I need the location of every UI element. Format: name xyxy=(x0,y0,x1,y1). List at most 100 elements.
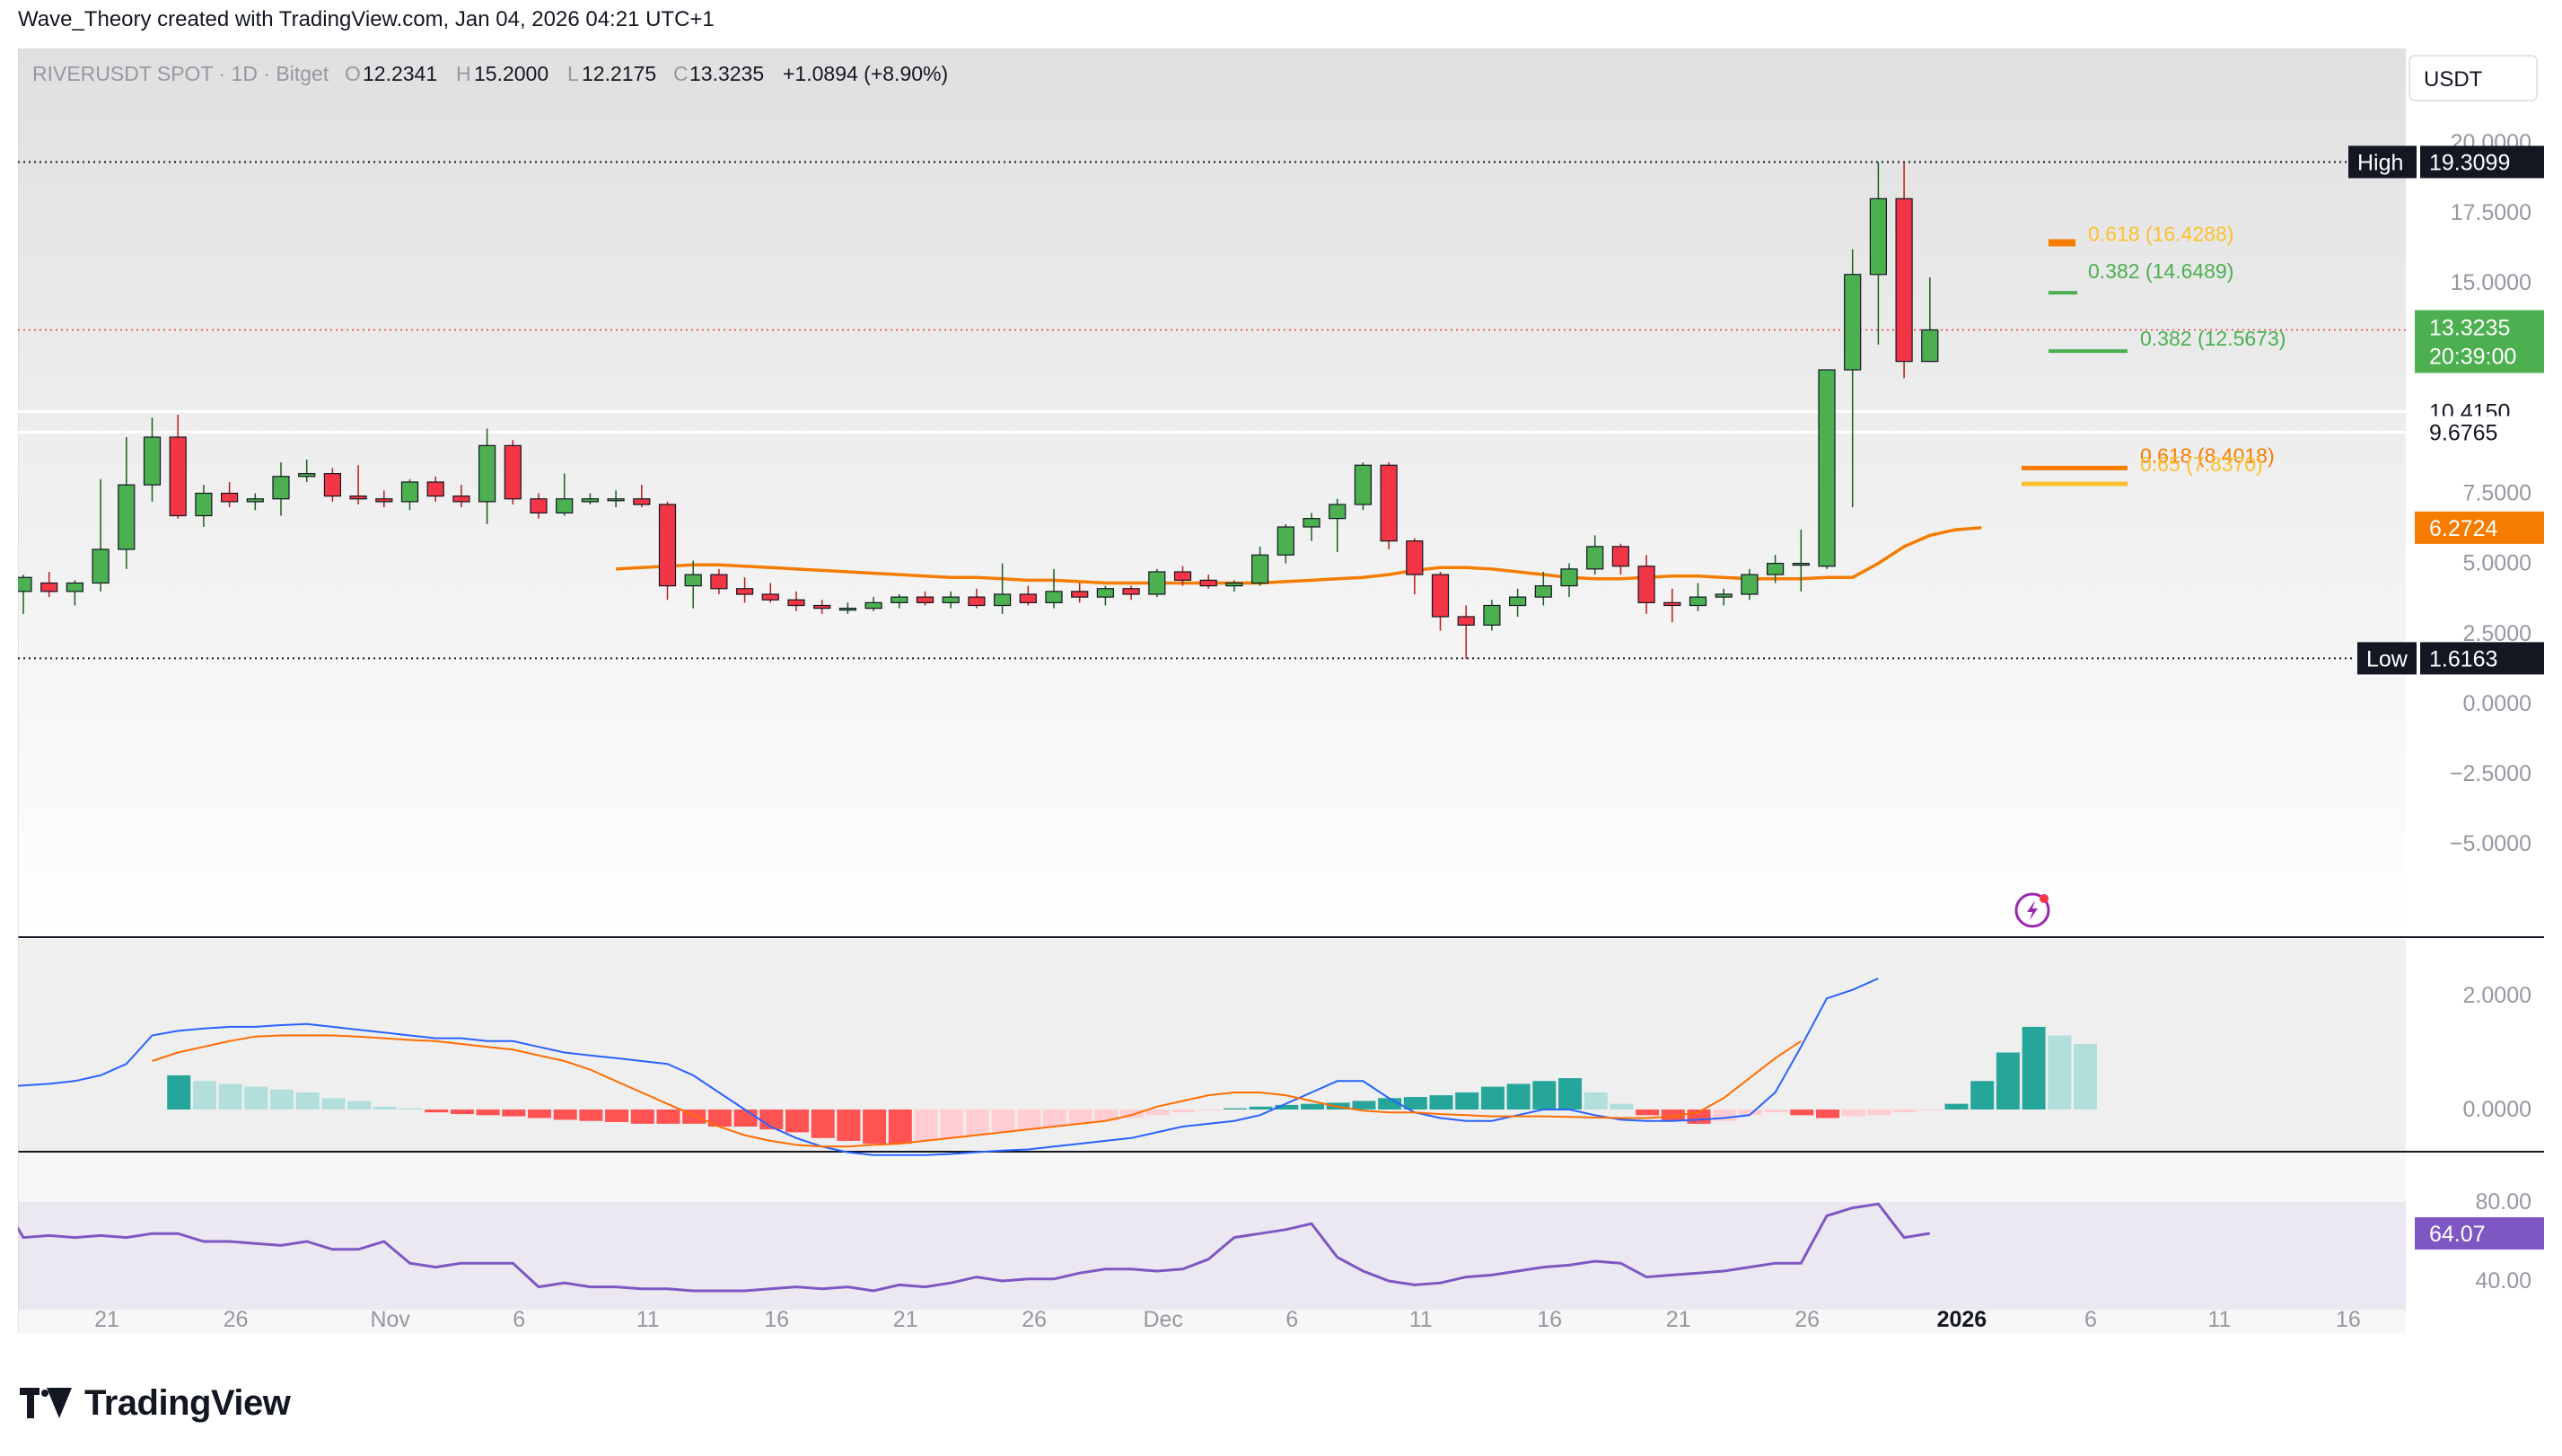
candle[interactable] xyxy=(1869,162,1887,345)
candle[interactable] xyxy=(1431,572,1450,631)
candle[interactable] xyxy=(1225,580,1243,592)
candle[interactable] xyxy=(221,482,239,508)
candle[interactable] xyxy=(1122,585,1140,601)
candle[interactable] xyxy=(298,460,316,482)
candle[interactable] xyxy=(1637,555,1655,614)
x-axis-tick: 16 xyxy=(1537,1307,1562,1332)
candle[interactable] xyxy=(581,493,600,505)
candle[interactable] xyxy=(169,415,187,519)
candle-body xyxy=(14,576,32,592)
candle[interactable] xyxy=(891,594,908,609)
candle[interactable] xyxy=(1844,249,1862,508)
candle[interactable] xyxy=(864,597,882,611)
x-axis-tick: 6 xyxy=(2084,1307,2097,1332)
candle[interactable] xyxy=(1895,162,1913,379)
candle[interactable] xyxy=(838,602,857,614)
candle[interactable] xyxy=(942,591,960,609)
candle[interactable] xyxy=(349,465,367,504)
candle[interactable] xyxy=(787,591,805,611)
candle[interactable] xyxy=(1663,588,1681,623)
candle[interactable] xyxy=(1406,538,1424,595)
candle[interactable] xyxy=(1354,462,1373,511)
candle[interactable] xyxy=(968,588,986,609)
x-axis-tick: 26 xyxy=(1022,1307,1047,1332)
candle-body xyxy=(581,498,600,503)
candle[interactable] xyxy=(323,468,341,502)
candle[interactable] xyxy=(761,583,779,603)
macd-histogram-bar xyxy=(425,1110,449,1113)
candle[interactable] xyxy=(66,580,84,606)
candle[interactable] xyxy=(684,560,702,609)
candle[interactable] xyxy=(1818,369,1836,569)
candle[interactable] xyxy=(813,600,831,614)
candle[interactable] xyxy=(40,572,58,598)
badge-bg xyxy=(2415,416,2546,449)
candle[interactable] xyxy=(92,478,110,592)
macd-histogram-bar xyxy=(1867,1110,1891,1116)
candle[interactable] xyxy=(1741,568,1759,601)
candle[interactable] xyxy=(1329,498,1347,553)
candle[interactable] xyxy=(1586,535,1604,575)
candle[interactable] xyxy=(452,485,470,508)
candle[interactable] xyxy=(478,428,496,524)
candle[interactable] xyxy=(1715,588,1733,606)
candle[interactable] xyxy=(1508,588,1527,617)
candle[interactable] xyxy=(1148,568,1166,598)
candle-body xyxy=(813,604,831,610)
price-badge-high: High 19.3099 xyxy=(2348,145,2546,179)
x-axis-tick: 21 xyxy=(1666,1307,1691,1332)
macd-line xyxy=(0,978,1879,1156)
candle-body xyxy=(556,498,574,513)
candle[interactable] xyxy=(400,478,419,511)
candle[interactable] xyxy=(993,563,1012,614)
candle[interactable] xyxy=(1534,572,1552,606)
tradingview-logo[interactable]: TradingView xyxy=(20,1381,291,1425)
macd-histogram-bar xyxy=(605,1110,629,1122)
alert-icon[interactable] xyxy=(2014,892,2050,928)
candle[interactable] xyxy=(1611,543,1630,575)
candle[interactable] xyxy=(710,568,728,594)
macd-histogram-bar xyxy=(1893,1110,1917,1113)
candle[interactable] xyxy=(1303,513,1320,541)
currency-button[interactable]: USDT xyxy=(2408,55,2538,101)
candle[interactable] xyxy=(530,493,548,519)
candle[interactable] xyxy=(1045,568,1063,609)
candle[interactable] xyxy=(735,577,754,603)
macd-histogram-bar xyxy=(707,1110,732,1127)
badge-value-bg xyxy=(2420,145,2546,179)
candle[interactable] xyxy=(1096,585,1115,606)
candle[interactable] xyxy=(1483,600,1501,631)
candle[interactable] xyxy=(556,473,574,516)
candle[interactable] xyxy=(1921,276,1939,363)
candle[interactable] xyxy=(1199,575,1217,589)
candle[interactable] xyxy=(1380,462,1398,549)
candle[interactable] xyxy=(607,490,625,508)
macd-axis-tick: 2.0000 xyxy=(2463,983,2531,1008)
chart-container[interactable]: 0.618 (16.4288) 0.382 (14.6489) 0.382 (12.… xyxy=(0,48,2546,1357)
candle[interactable] xyxy=(426,476,444,502)
candle[interactable] xyxy=(504,440,522,504)
candle[interactable] xyxy=(1250,546,1269,586)
candle[interactable] xyxy=(1792,530,1810,592)
candle[interactable] xyxy=(1071,583,1089,603)
candle[interactable] xyxy=(1457,605,1475,659)
chart-svg[interactable]: 0.618 (16.4288) 0.382 (14.6489) 0.382 (12.… xyxy=(0,48,2546,1357)
candle[interactable] xyxy=(272,462,290,516)
candle[interactable] xyxy=(1277,523,1294,564)
candle-body xyxy=(1019,593,1037,603)
candle[interactable] xyxy=(118,437,136,569)
candle[interactable] xyxy=(195,485,213,527)
candle[interactable] xyxy=(633,485,651,508)
candle[interactable] xyxy=(916,591,934,606)
candle-body xyxy=(1869,197,1887,276)
candle[interactable] xyxy=(1173,566,1192,586)
candle[interactable] xyxy=(246,493,264,511)
candle[interactable] xyxy=(375,490,393,508)
macd-histogram-bar xyxy=(1249,1106,1273,1110)
candle[interactable] xyxy=(1689,583,1707,611)
candle[interactable] xyxy=(1019,585,1037,606)
candle[interactable] xyxy=(143,417,162,502)
candle[interactable] xyxy=(1560,563,1578,598)
candle[interactable] xyxy=(658,501,677,601)
candle[interactable] xyxy=(1766,555,1785,583)
